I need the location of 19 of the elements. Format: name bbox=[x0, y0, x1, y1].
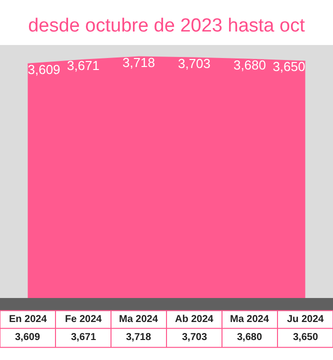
x-tick-label: Fe 2024 bbox=[65, 314, 102, 325]
x-tick-label: Ab 2024 bbox=[175, 314, 214, 325]
x-tick-label: Ma 2024 bbox=[230, 314, 270, 325]
data-label: 3,703 bbox=[182, 332, 208, 343]
data-label: 3,609 bbox=[15, 332, 40, 343]
data-label: 3,650 bbox=[293, 332, 318, 343]
text: 3,650 bbox=[272, 59, 306, 74]
x-tick-label: En 2024 bbox=[9, 314, 48, 325]
x-tick-label: Ma 2024 bbox=[119, 314, 158, 325]
text: 3,609 bbox=[28, 62, 60, 77]
data-label: 3,718 bbox=[126, 332, 152, 343]
text: 3,718 bbox=[122, 54, 156, 70]
chart-title: desde octubre de 2023 hasta oct bbox=[28, 15, 306, 36]
text: 3,671 bbox=[66, 58, 100, 73]
x-tick-label: Ju 2024 bbox=[287, 314, 324, 325]
text: 3,703 bbox=[178, 56, 211, 71]
data-label: 3,671 bbox=[71, 332, 96, 343]
text: 3,680 bbox=[233, 57, 266, 72]
data-label: 3,680 bbox=[237, 332, 262, 343]
